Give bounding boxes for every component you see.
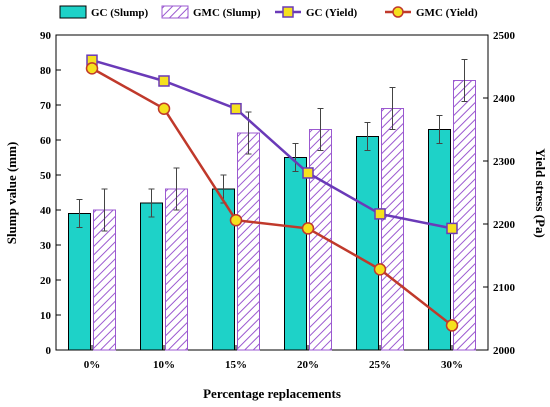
x-tick-label: 20%	[297, 359, 319, 371]
gmc-yield-point	[229, 213, 243, 227]
gmc-yield-point	[85, 62, 99, 75]
plot-frame	[55, 34, 489, 351]
gc-yield-point	[374, 208, 386, 220]
y-tick-label: 40	[40, 205, 52, 217]
y2-tick-label: 2500	[493, 30, 516, 42]
x-axis-ticks: 0% 10% 15% 20% 25% 30%	[84, 345, 463, 371]
y-tick-label: 60	[40, 135, 52, 147]
gmc-slump-bar	[237, 132, 260, 351]
x-tick-label: 15%	[225, 359, 247, 371]
gc-yield-line	[91, 58, 453, 230]
legend: GC (Slump) GMC (Slump) GC (Yield) GMC (Yiel…	[59, 5, 478, 19]
gmc-yield-line	[91, 67, 453, 327]
legend-swatch	[161, 5, 189, 19]
legend-marker	[282, 6, 294, 18]
gmc-yield-point	[445, 319, 459, 332]
gc-slump-bar	[284, 157, 307, 351]
y-tick-label: 50	[40, 170, 52, 182]
legend-label: GMC (Yield)	[416, 7, 478, 19]
y-tick-label: 10	[40, 310, 52, 322]
y-tick-label: 0	[46, 345, 52, 357]
y2-axis-title: Yield stress (Pa)	[533, 148, 548, 238]
gc-yield-point	[230, 102, 242, 115]
y-tick-label: 30	[40, 240, 52, 252]
gmc-slump-bar	[453, 80, 476, 351]
y2-tick-label: 2300	[493, 156, 516, 168]
legend-swatch	[59, 5, 87, 19]
gmc-yield-point	[373, 263, 387, 276]
x-tick-label: 0%	[84, 359, 101, 371]
gc-yield-point	[446, 222, 458, 235]
y2-tick-label: 2000	[493, 345, 516, 357]
gc-yield-point	[302, 167, 314, 179]
legend-label: GMC (Slump)	[193, 7, 261, 19]
gc-slump-bar	[356, 136, 379, 351]
gmc-yield-point	[301, 222, 315, 235]
y-tick-label: 80	[40, 65, 52, 77]
legend-label: GC (Yield)	[306, 7, 358, 19]
x-axis-title: Percentage replacements	[203, 386, 341, 401]
x-tick-label: 25%	[369, 359, 391, 371]
y-tick-label: 20	[40, 275, 52, 287]
gc-slump-bar	[68, 213, 91, 351]
legend-label: GC (Slump)	[91, 7, 148, 19]
right-axis-ticks: 2000 2100 2200 2300 2400 2500	[483, 30, 516, 357]
gc-yield-point	[158, 75, 170, 87]
left-axis-ticks: 0 10 20 30 40 50 60 70 80 90	[40, 30, 61, 357]
x-tick-label: 30%	[441, 359, 463, 371]
y-tick-label: 70	[40, 100, 52, 112]
y-tick-label: 90	[40, 30, 52, 42]
x-tick-label: 10%	[153, 359, 175, 371]
line-layer	[85, 54, 459, 332]
gmc-yield-point	[157, 102, 171, 115]
y-axis-title: Slump value (mm)	[4, 142, 19, 245]
gc-slump-bar	[140, 202, 163, 351]
y2-tick-label: 2100	[493, 282, 516, 294]
gmc-slump-bar	[165, 188, 188, 351]
y2-tick-label: 2200	[493, 219, 516, 231]
gmc-slump-bar	[381, 108, 404, 351]
bar-layer	[68, 59, 476, 351]
legend-marker	[392, 6, 404, 18]
y2-tick-label: 2400	[493, 93, 516, 105]
